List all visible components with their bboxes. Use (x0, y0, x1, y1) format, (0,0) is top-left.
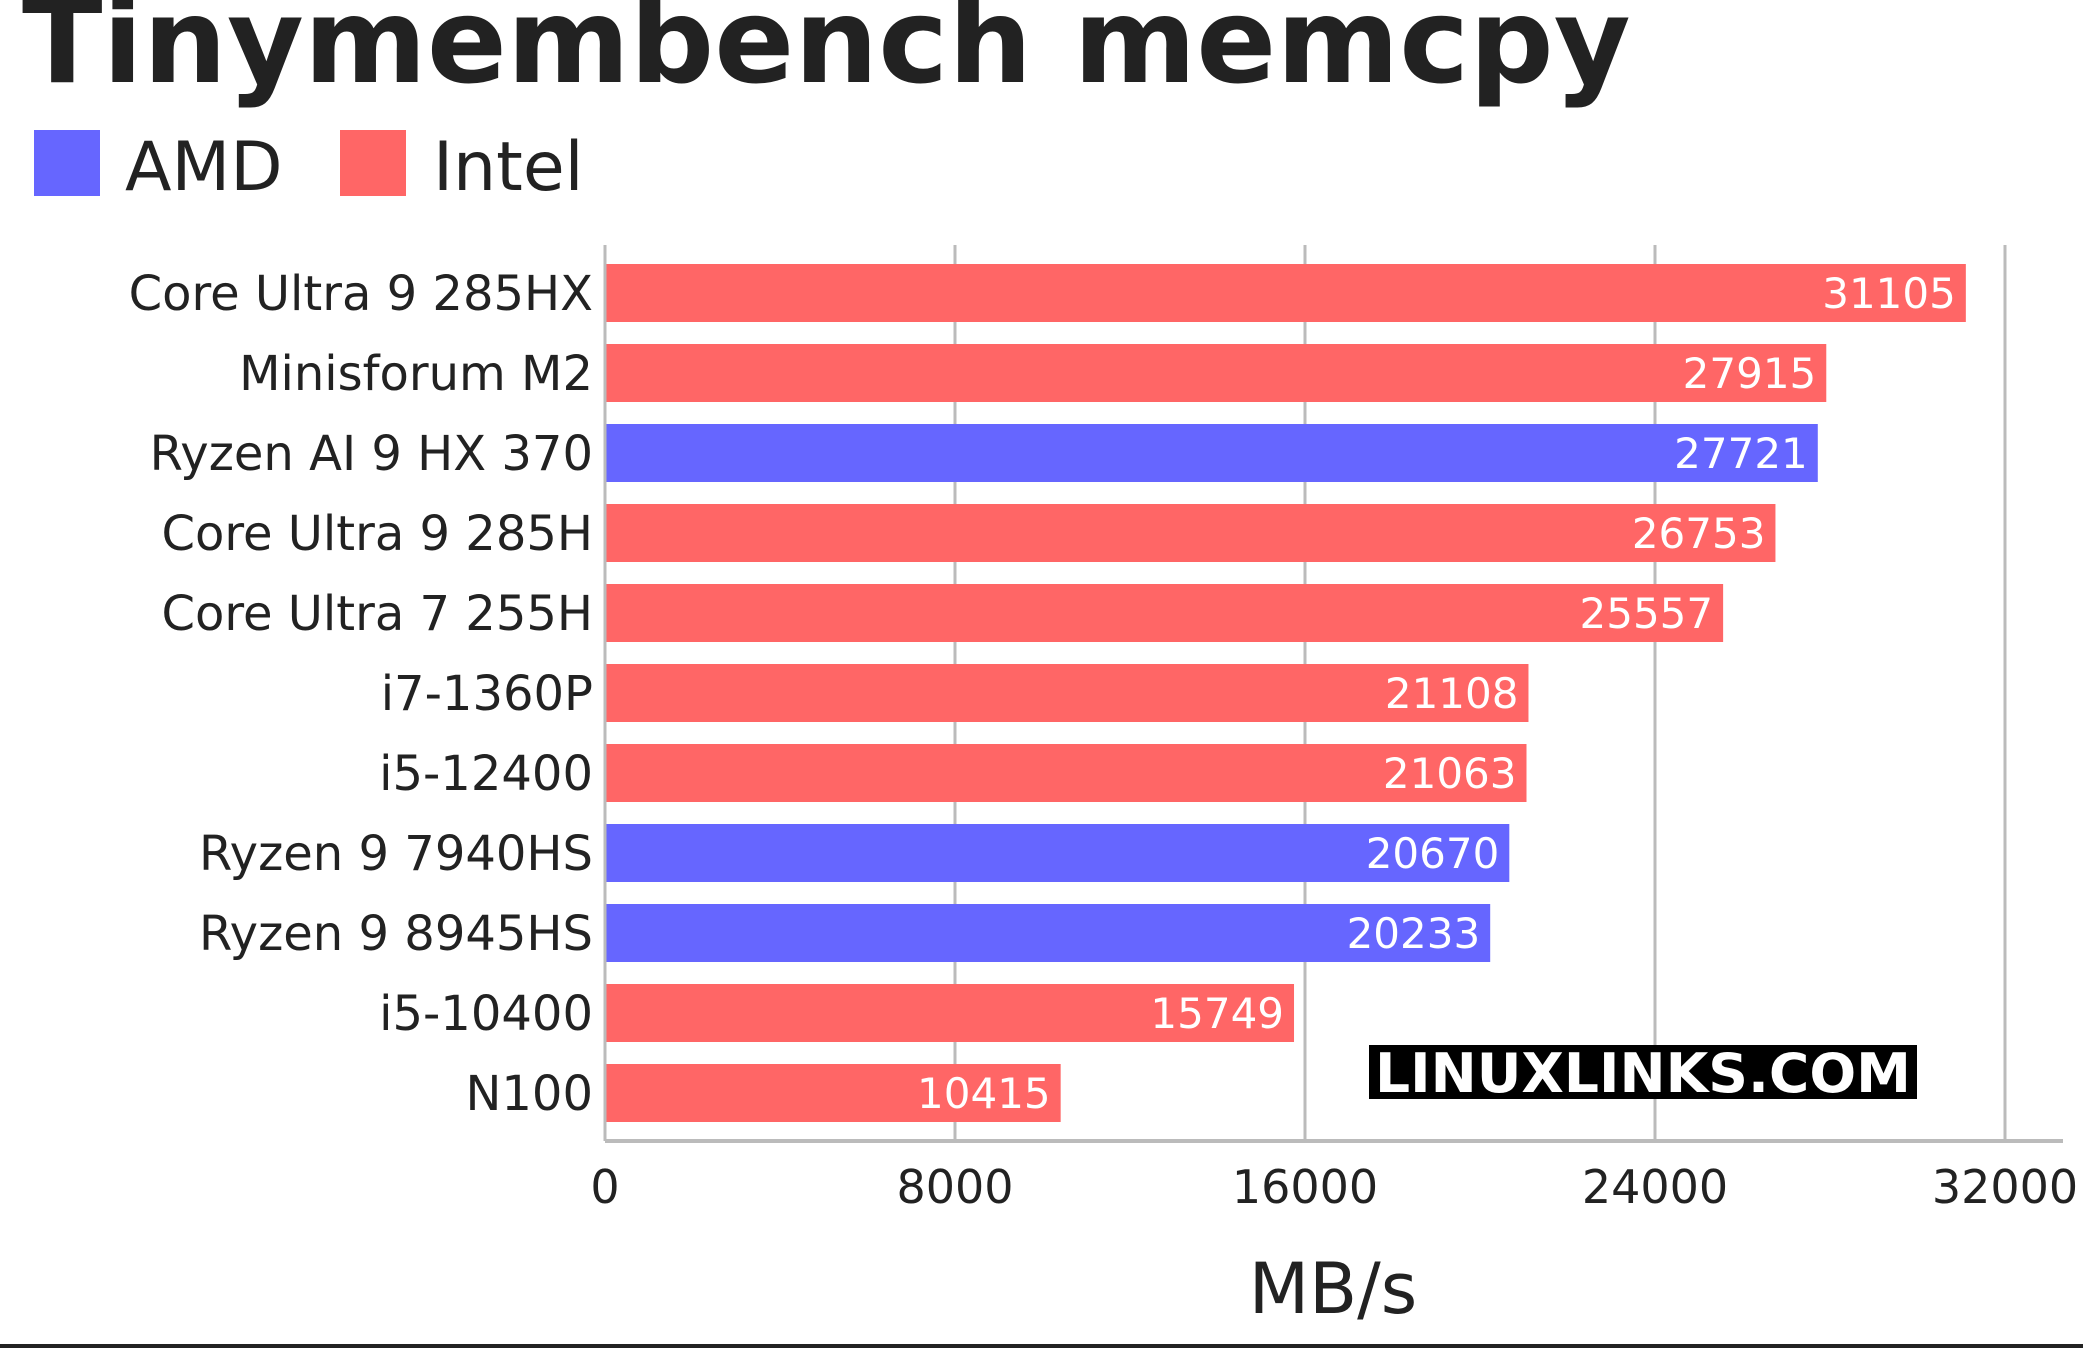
category-label: Core Ultra 9 285H (161, 506, 593, 562)
category-label: Ryzen AI 9 HX 370 (150, 426, 593, 482)
category-label: N100 (465, 1066, 593, 1122)
watermark-logo: LINUXLINKS.COM (1369, 1042, 1917, 1105)
bar (605, 1064, 1061, 1122)
bar (605, 424, 1818, 482)
bar (605, 264, 1966, 322)
x-tick-label: 24000 (1582, 1160, 1728, 1214)
bar (605, 744, 1527, 802)
x-axis (603, 245, 2063, 1143)
data-label: 21063 (1383, 749, 1517, 798)
category-label: Ryzen 9 8945HS (199, 906, 593, 962)
category-label: Core Ultra 9 285HX (129, 266, 593, 322)
bars (605, 264, 1966, 1122)
data-label: 26753 (1632, 509, 1766, 558)
bar (605, 344, 1827, 402)
x-tick-label: 32000 (1932, 1160, 2078, 1214)
data-label: 27721 (1674, 429, 1808, 478)
chart-title: Tinymembench memcpy (22, 0, 1631, 110)
data-label: 15749 (1150, 989, 1284, 1038)
legend-swatch-amd (34, 130, 100, 196)
data-label: 31105 (1822, 269, 1956, 318)
bar (605, 664, 1529, 722)
data-label: 20670 (1366, 829, 1500, 878)
watermark-text: LINUXLINKS.COM (1375, 1042, 1911, 1105)
data-label: 20233 (1347, 909, 1481, 958)
x-tick-labels: 0 8000 16000 24000 32000 (590, 1160, 2078, 1214)
bar (605, 904, 1491, 962)
x-axis-title: MB/s (1249, 1248, 1417, 1330)
data-label: 27915 (1683, 349, 1817, 398)
category-label: Ryzen 9 7940HS (199, 826, 593, 882)
bar (605, 824, 1510, 882)
data-label: 10415 (917, 1069, 1051, 1118)
category-label: Core Ultra 7 255H (161, 586, 593, 642)
legend-swatch-intel (340, 130, 406, 196)
x-tick-label: 8000 (896, 1160, 1013, 1214)
x-tick-label: 16000 (1232, 1160, 1378, 1214)
watermark-background (1369, 1045, 1917, 1099)
data-label: 21108 (1385, 669, 1519, 718)
category-label: i7-1360P (381, 666, 593, 722)
category-label: i5-10400 (379, 986, 593, 1042)
category-labels: Core Ultra 9 285HX Minisforum M2 Ryzen AI … (129, 266, 593, 1122)
legend-label-intel: Intel (433, 128, 584, 207)
category-label: Minisforum M2 (239, 346, 593, 402)
bar (605, 584, 1724, 642)
legend-label-amd: AMD (125, 128, 283, 207)
bar (605, 984, 1295, 1042)
data-label: 25557 (1580, 589, 1714, 638)
x-tick-label: 0 (590, 1160, 619, 1214)
legend: AMD Intel (34, 128, 584, 207)
category-label: i5-12400 (379, 746, 593, 802)
bar (605, 504, 1776, 562)
